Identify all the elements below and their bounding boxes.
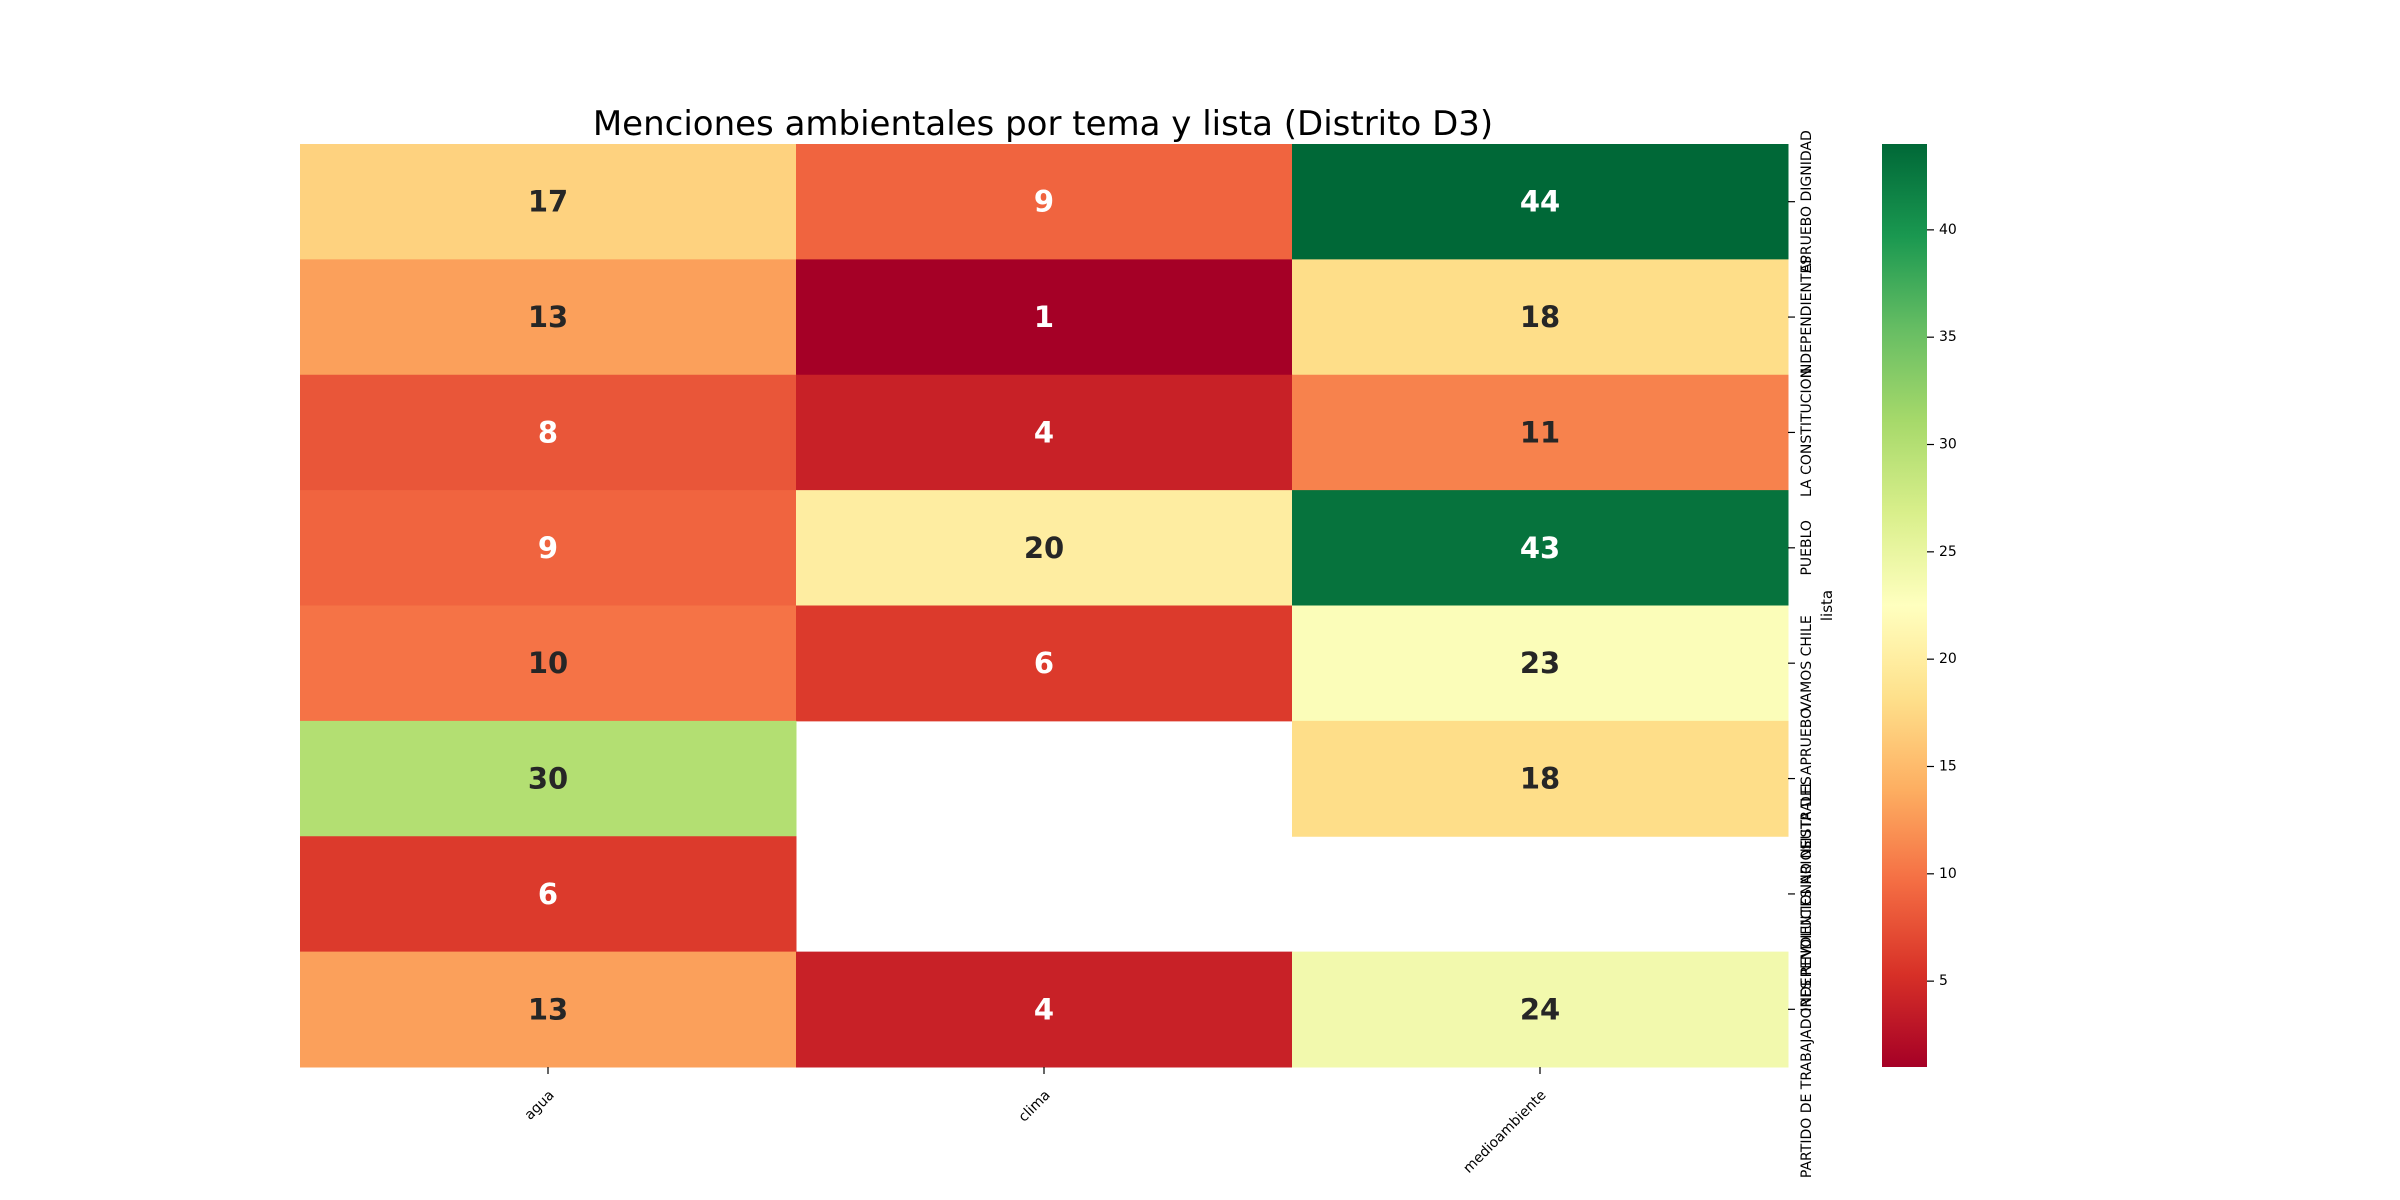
heatmap-cell — [1292, 720, 1789, 837]
y-axis-label: lista — [1818, 590, 1836, 621]
y-tick-label: LISTA DEL APRUEBO — [1799, 708, 1815, 849]
y-tick-label: LA CONSTITUCION — [1799, 368, 1815, 497]
y-tick-label: PARTIDO DE TRABAJADORES REVOLUCIONARIOS — [1799, 840, 1815, 1178]
cell-value-label: 18 — [1520, 300, 1560, 334]
y-tick-label: INDEPENDIENTES — [1799, 256, 1815, 379]
cell-value-label: 1 — [1034, 300, 1054, 334]
cell-value-label: 8 — [538, 415, 558, 449]
heatmap-cell — [300, 144, 797, 260]
cell-value-label: 4 — [1034, 415, 1054, 449]
colorbar-tick-label: 40 — [1939, 222, 1957, 238]
colorbar-tick-label: 25 — [1939, 544, 1957, 560]
cell-value-label: 9 — [1034, 185, 1054, 219]
chart-title: Menciones ambientales por tema y lista (… — [593, 104, 1493, 144]
heatmap-cell — [300, 951, 797, 1068]
heatmap-cell — [1292, 951, 1789, 1068]
y-tick-label: INDEPENDIENTES NO NEUTRALES — [1799, 776, 1815, 1011]
cell-value-label: 20 — [1024, 531, 1064, 565]
cell-value-label: 17 — [528, 185, 568, 219]
heatmap-cell — [796, 605, 1293, 722]
colorbar-gradient — [1882, 144, 1927, 1067]
heatmap-cell — [300, 836, 797, 953]
heatmap-cell — [300, 605, 797, 722]
colorbar-tick-label: 10 — [1939, 866, 1957, 882]
heatmap-cell — [796, 259, 1293, 376]
y-tick-label: VAMOS CHILE — [1799, 615, 1815, 711]
heatmap-cell-labels: 17 9 44 13 1 18 8 4 11 9 20 43 10 6 23 30 18 6 13 4 24 — [528, 185, 1560, 1027]
cell-value-label: 23 — [1520, 646, 1560, 680]
cell-value-label: 6 — [538, 877, 558, 911]
heatmap-cell — [300, 259, 797, 376]
colorbar-tick-label: 35 — [1939, 329, 1957, 345]
heatmap-cell — [1292, 605, 1789, 722]
colorbar-tick-label: 5 — [1939, 973, 1948, 989]
heatmap-cell — [1292, 490, 1789, 606]
y-tick-label: PUEBLO — [1799, 520, 1815, 575]
cell-value-label: 13 — [528, 992, 568, 1026]
cell-value-label: 43 — [1520, 531, 1560, 565]
heatmap-cell — [796, 144, 1293, 260]
cell-value-label: 18 — [1520, 762, 1560, 796]
heatmap-cell — [300, 720, 797, 837]
y-tick-label: APRUEBO DIGNIDAD — [1799, 130, 1815, 273]
cell-value-label: 9 — [538, 531, 558, 565]
cell-value-label: 6 — [1034, 646, 1054, 680]
cell-value-label: 4 — [1034, 992, 1054, 1026]
colorbar-tick-label: 15 — [1939, 758, 1957, 774]
colorbar-tick-label: 20 — [1939, 651, 1957, 667]
heatmap-cell — [796, 490, 1293, 606]
colorbar: 5 10 15 20 25 30 35 40 — [1882, 144, 1957, 1067]
heatmap-cell — [1292, 374, 1789, 491]
heatmap-cell — [300, 490, 797, 606]
cell-value-label: 13 — [528, 300, 568, 334]
colorbar-tick-label: 30 — [1939, 437, 1957, 453]
heatmap-cell — [1292, 144, 1789, 260]
heatmap-cell — [796, 374, 1293, 491]
cell-value-label: 24 — [1520, 992, 1560, 1026]
cell-value-label: 11 — [1520, 415, 1560, 449]
heatmap-cell — [1292, 259, 1789, 376]
cell-value-label: 10 — [528, 646, 568, 680]
heatmap-cells — [300, 144, 1789, 1068]
heatmap-cell — [796, 951, 1293, 1068]
cell-value-label: 30 — [528, 762, 568, 796]
heatmap-cell — [300, 374, 797, 491]
cell-value-label: 44 — [1520, 185, 1560, 219]
